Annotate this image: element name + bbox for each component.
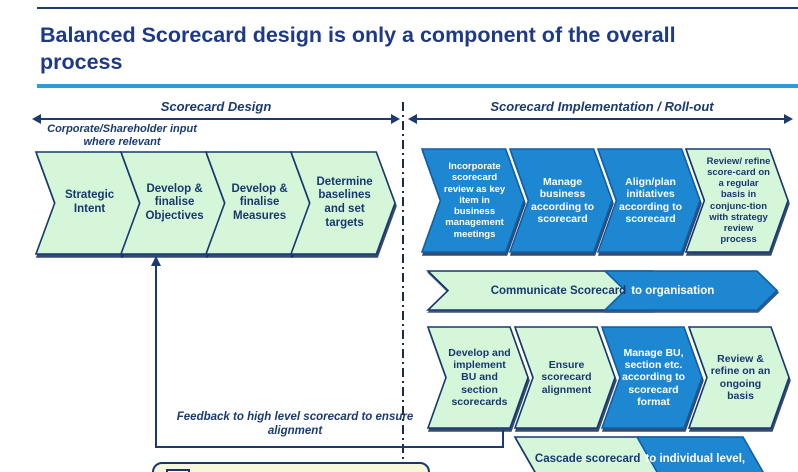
design-step-chevron: Develop & finalise Objectives — [121, 152, 225, 254]
section-header-design: Scorecard Design — [160, 99, 272, 114]
arrowhead-left-icon — [32, 114, 41, 124]
communicate-banner-text-right: to organisation — [631, 284, 715, 297]
feedback-note: Feedback to high level scorecard to ensu… — [176, 411, 414, 437]
communicate-banner: Communicate Scorecard to organisation — [428, 271, 777, 310]
implementation-step-chevron: Develop and implement BU and section sco… — [428, 327, 528, 428]
top-rule — [37, 7, 798, 9]
design-step-label: Determine baselines and set targets — [316, 175, 373, 229]
section-header-implementation: Scorecard Implementation / Roll-out — [490, 99, 714, 114]
implementation-step-chevron: Manage BU, section etc. according to sco… — [602, 327, 702, 428]
corporate-input-note: Corporate/Shareholder input where releva… — [47, 123, 197, 149]
design-step-label: Develop & finalise Objectives — [145, 182, 204, 222]
design-span-arrow — [40, 118, 392, 120]
cascade-banner: Cascade scorecard to individual level, — [515, 437, 765, 472]
implementation-step-label: Incorporate scorecard review as key item… — [443, 161, 506, 240]
implementation-span-arrow — [416, 118, 786, 120]
arrowhead-left-icon — [408, 114, 417, 124]
legend-box — [152, 462, 430, 472]
design-step-chevron: Determine baselines and set targets — [291, 152, 395, 254]
cascade-banner-text-right: to individual level, — [645, 453, 746, 465]
feedback-line-horizontal — [155, 446, 504, 448]
cascade-banner-label: Cascade scorecard to individual level, — [515, 437, 765, 472]
feedback-arrowhead-icon — [151, 256, 161, 266]
scorecard-legend-icon — [166, 469, 190, 472]
title-underline — [37, 84, 798, 88]
implementation-step-chevron: Ensure scorecard alignment — [515, 327, 615, 428]
arrowhead-right-icon — [391, 114, 400, 124]
implementation-step-label: Review/ refine score-card on a regular b… — [706, 155, 771, 246]
page-title: Balanced Scorecard design is only a comp… — [40, 23, 676, 74]
implementation-step-chevron: Review/ refine score-card on a regular b… — [686, 149, 788, 252]
implementation-step-label: Align/plan initiatives according to scor… — [619, 175, 683, 225]
section-divider-line — [402, 102, 404, 472]
implementation-step-label: Develop and implement BU and section sco… — [448, 346, 511, 409]
design-step-label: Strategic Intent — [64, 189, 115, 215]
implementation-step-label: Review & refine on an ongoing basis — [710, 352, 771, 402]
implementation-step-chevron: Review & refine on an ongoing basis — [689, 327, 789, 428]
design-step-chevron: Strategic Intent — [36, 152, 140, 254]
feedback-line-right — [502, 430, 504, 448]
implementation-step-chevron: Align/plan initiatives according to scor… — [598, 149, 700, 252]
communicate-banner-text-left: Communicate Scorecard — [490, 284, 627, 297]
implementation-step-chevron: Incorporate scorecard review as key item… — [422, 149, 524, 252]
feedback-line-vertical — [155, 264, 157, 448]
design-step-label: Develop & finalise Measures — [231, 182, 288, 222]
implementation-step-label: Ensure scorecard alignment — [541, 358, 592, 396]
arrowhead-right-icon — [784, 114, 793, 124]
implementation-step-label: Manage business according to scorecard — [531, 175, 595, 225]
cascade-banner-text-left: Cascade scorecard — [534, 453, 641, 465]
implementation-step-label: Manage BU, section etc. according to sco… — [622, 346, 686, 409]
implementation-step-chevron: Manage business according to scorecard — [510, 149, 612, 252]
communicate-banner-label: Communicate Scorecard to organisation — [428, 271, 777, 310]
